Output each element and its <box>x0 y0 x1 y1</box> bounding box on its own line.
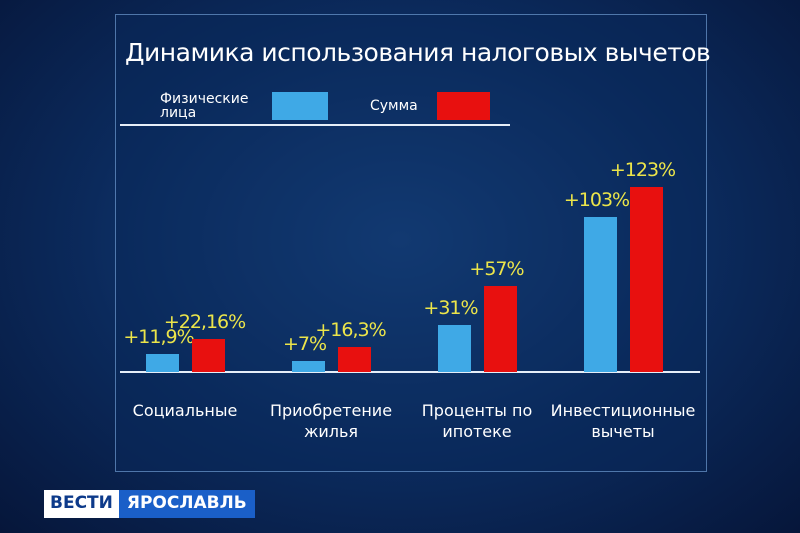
legend-label: Сумма <box>370 98 418 114</box>
bar <box>338 347 371 372</box>
x-tick-label: Социальные <box>132 401 238 420</box>
bar <box>146 354 179 372</box>
bar <box>584 217 617 372</box>
bar <box>192 338 225 372</box>
value-label: +57% <box>469 258 524 281</box>
x-tick-label: Приобретение жилья <box>269 401 393 441</box>
value-label: +103% <box>563 189 630 212</box>
bar <box>484 286 517 372</box>
value-label: +123% <box>609 159 676 181</box>
logo-region: ЯРОСЛАВЛЬ <box>118 490 255 518</box>
value-label: +31% <box>423 297 478 320</box>
baseline <box>120 371 700 373</box>
value-label: +11,9% <box>123 326 194 349</box>
channel-logo: ВЕСТИ ЯРОСЛАВЛЬ <box>44 490 255 518</box>
value-label: +16,3% <box>315 319 386 342</box>
chart-title: Динамика использования налоговых вычетов <box>125 38 711 67</box>
logo-brand: ВЕСТИ <box>44 490 119 518</box>
legend-swatch <box>272 92 328 120</box>
x-tick-label: Инвестиционные вычеты <box>550 401 696 441</box>
bar <box>630 187 663 372</box>
bar <box>292 361 325 372</box>
legend-swatch <box>437 92 490 120</box>
value-label: +7% <box>282 333 327 356</box>
x-tick-label: Проценты по ипотеке <box>421 401 533 441</box>
legend-rule <box>120 124 510 126</box>
value-label: +22,16% <box>163 310 246 333</box>
legend-label: Физические лица <box>160 91 249 121</box>
bar <box>438 325 471 372</box>
